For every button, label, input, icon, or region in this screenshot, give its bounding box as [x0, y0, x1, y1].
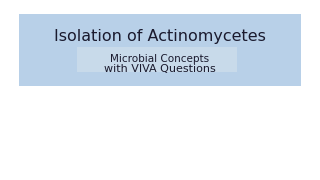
FancyBboxPatch shape: [19, 14, 301, 86]
FancyBboxPatch shape: [77, 47, 237, 72]
Text: Microbial Concepts: Microbial Concepts: [110, 54, 210, 64]
Text: Isolation of Actinomycetes: Isolation of Actinomycetes: [54, 29, 266, 44]
Text: with VIVA Questions: with VIVA Questions: [104, 64, 216, 74]
